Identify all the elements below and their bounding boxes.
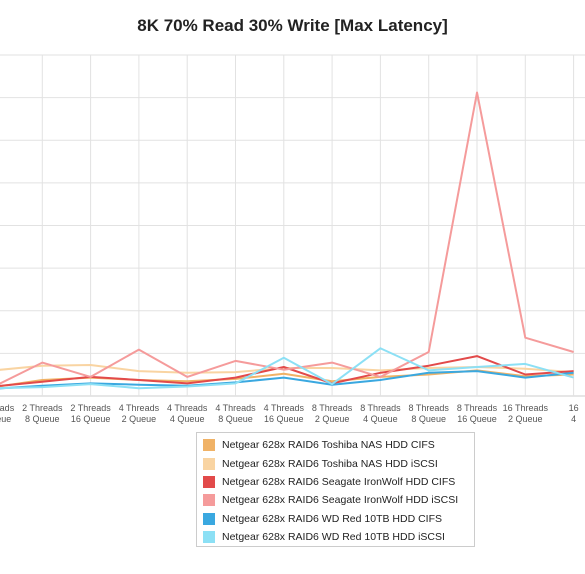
legend-item: Netgear 628x RAID6 Seagate IronWolf HDD … [201,491,474,509]
legend-label: Netgear 628x RAID6 WD Red 10TB HDD iSCSI [222,531,445,544]
legend-item: Netgear 628x RAID6 Toshiba NAS HDD iSCSI [201,454,474,472]
x-tick-label: 4 Threads 2 Queue [119,403,160,424]
legend-label: Netgear 628x RAID6 Toshiba NAS HDD iSCSI [222,457,438,470]
legend-item: Netgear 628x RAID6 Toshiba NAS HDD CIFS [201,436,474,454]
legend-item: Netgear 628x RAID6 WD Red 10TB HDD iSCSI [201,528,474,546]
x-tick-label: 8 Threads 2 Queue [312,403,353,424]
legend-label: Netgear 628x RAID6 Seagate IronWolf HDD … [222,494,459,507]
x-tick-label: 16 Threads 2 Queue [503,403,549,424]
legend: Netgear 628x RAID6 Toshiba NAS HDD CIFS N… [196,432,475,547]
x-tick-label: 8 Threads 8 Queue [409,403,450,424]
legend-swatch [203,531,215,544]
legend-swatch [203,457,215,470]
x-tick-label: 4 Threads 16 Queue [264,403,305,424]
legend-label: Netgear 628x RAID6 WD Red 10TB HDD CIFS [222,512,442,525]
series-lines [0,91,574,390]
x-tick-label: 2 Threads 16 Queue [70,403,111,424]
x-tick-label: 4 Threads 4 Queue [167,403,208,424]
legend-item: Netgear 628x RAID6 WD Red 10TB HDD CIFS [201,510,474,528]
x-tick-label: 4 Threads 8 Queue [215,403,256,424]
legend-item: Netgear 628x RAID6 Seagate IronWolf HDD … [201,473,474,491]
x-tick-label: 16 4 [569,403,579,424]
x-tick-label: 8 Threads 16 Queue [457,403,498,424]
legend-swatch [203,512,215,525]
legend-swatch [203,439,215,452]
grid-lines [0,54,585,397]
legend-swatch [203,475,215,488]
legend-label: Netgear 628x RAID6 Seagate IronWolf HDD … [222,475,456,488]
legend-swatch [203,494,215,507]
legend-label: Netgear 628x RAID6 Toshiba NAS HDD CIFS [222,439,435,452]
x-tick-label: 2 Threads 8 Queue [22,403,63,424]
chart-title: 8K 70% Read 30% Write [Max Latency] [137,16,448,35]
x-tick-label: 8 Threads 4 Queue [360,403,401,424]
series-line-4 [0,91,574,385]
series-line-6 [0,347,574,390]
